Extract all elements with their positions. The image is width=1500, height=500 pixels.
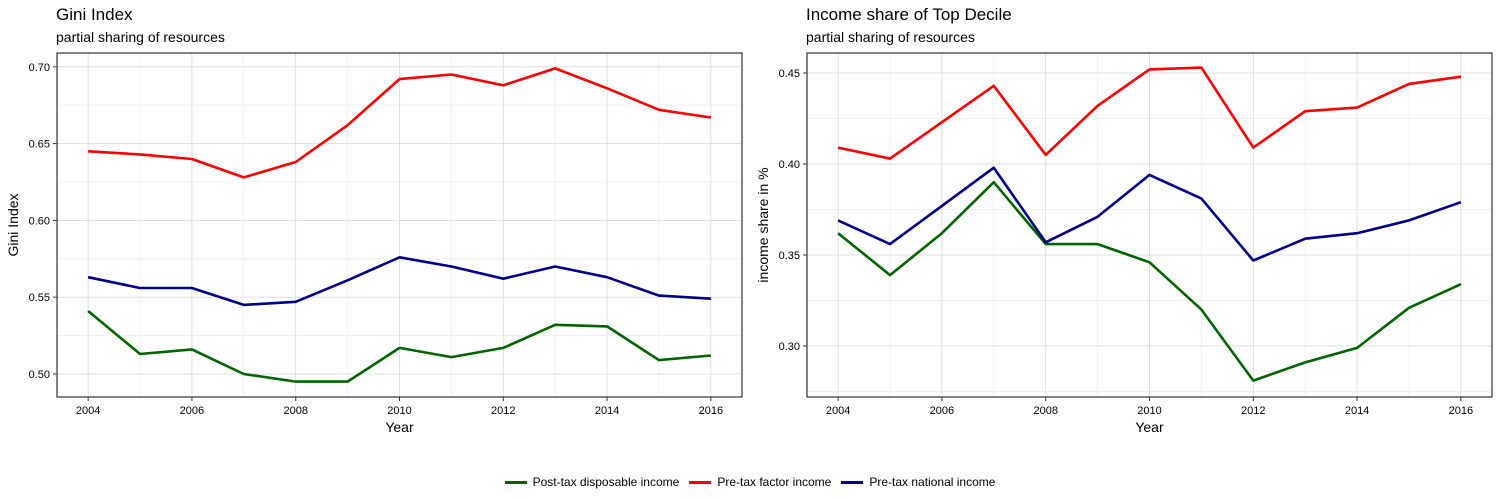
series-line <box>837 180 1462 382</box>
x-tick-label: 2004 <box>826 405 850 417</box>
legend-label: Pre-tax factor income <box>717 475 832 489</box>
legend-item: Post-tax disposable income <box>504 475 680 489</box>
y-axis-title: income share in % <box>755 167 771 282</box>
series-line <box>88 67 712 179</box>
top-decile-chart: 2004 2006 2008 2010 2012 2014 2016 0.30 0.35 0.40… <box>755 52 1493 435</box>
y-tick-label: 0.55 <box>29 292 50 304</box>
x-tick-label: 2008 <box>283 405 307 417</box>
y-tick-label: 0.45 <box>779 68 800 80</box>
legend-key <box>689 480 712 484</box>
x-tick-label: 2006 <box>930 405 954 417</box>
x-tick-label: 2008 <box>1033 405 1057 417</box>
legend-key <box>504 480 527 484</box>
chart-title: Gini Index <box>56 5 133 24</box>
legend-label: Post-tax disposable income <box>532 475 680 489</box>
series-line <box>837 66 1462 160</box>
x-axis-title: Year <box>385 419 414 435</box>
x-tick-label: 2006 <box>180 405 204 417</box>
chart-title: Income share of Top Decile <box>806 5 1012 24</box>
x-tick-label: 2012 <box>1241 405 1265 417</box>
x-tick-label: 2014 <box>595 405 619 417</box>
x-tick-label: 2010 <box>1137 405 1161 417</box>
legend-label: Pre-tax national income <box>869 475 996 489</box>
x-tick-label: 2014 <box>1345 405 1369 417</box>
y-tick-label: 0.70 <box>29 62 50 74</box>
series-line <box>87 309 712 383</box>
y-tick-label: 0.35 <box>779 250 800 262</box>
gini-panel: Gini Index partial sharing of resources … <box>0 0 750 450</box>
chart-subtitle: partial sharing of resources <box>56 29 225 45</box>
x-tick-label: 2016 <box>699 405 723 417</box>
gini-chart: 2004 2006 2008 2010 2012 2014 2016 0.50 0.55 0.60… <box>5 52 743 435</box>
series-line <box>837 166 1462 262</box>
legend: Post-tax disposable income Pre-tax facto… <box>0 470 1500 494</box>
y-tick-label: 0.40 <box>779 159 800 171</box>
top-decile-panel: Income share of Top Decile partial shari… <box>750 0 1500 450</box>
x-tick-label: 2004 <box>76 405 100 417</box>
x-tick-label: 2016 <box>1449 405 1473 417</box>
x-axis-title: Year <box>1135 419 1164 435</box>
chart-subtitle: partial sharing of resources <box>806 29 975 45</box>
x-tick-label: 2010 <box>387 405 411 417</box>
legend-key <box>841 480 864 484</box>
series-line <box>87 255 711 307</box>
x-tick-label: 2012 <box>491 405 515 417</box>
y-axis-title: Gini Index <box>5 193 21 256</box>
y-tick-label: 0.50 <box>29 369 50 381</box>
legend-item: Pre-tax factor income <box>689 475 831 489</box>
legend-item: Pre-tax national income <box>841 475 995 489</box>
y-tick-label: 0.60 <box>29 215 50 227</box>
y-tick-label: 0.30 <box>779 341 800 353</box>
y-tick-label: 0.65 <box>29 139 50 151</box>
